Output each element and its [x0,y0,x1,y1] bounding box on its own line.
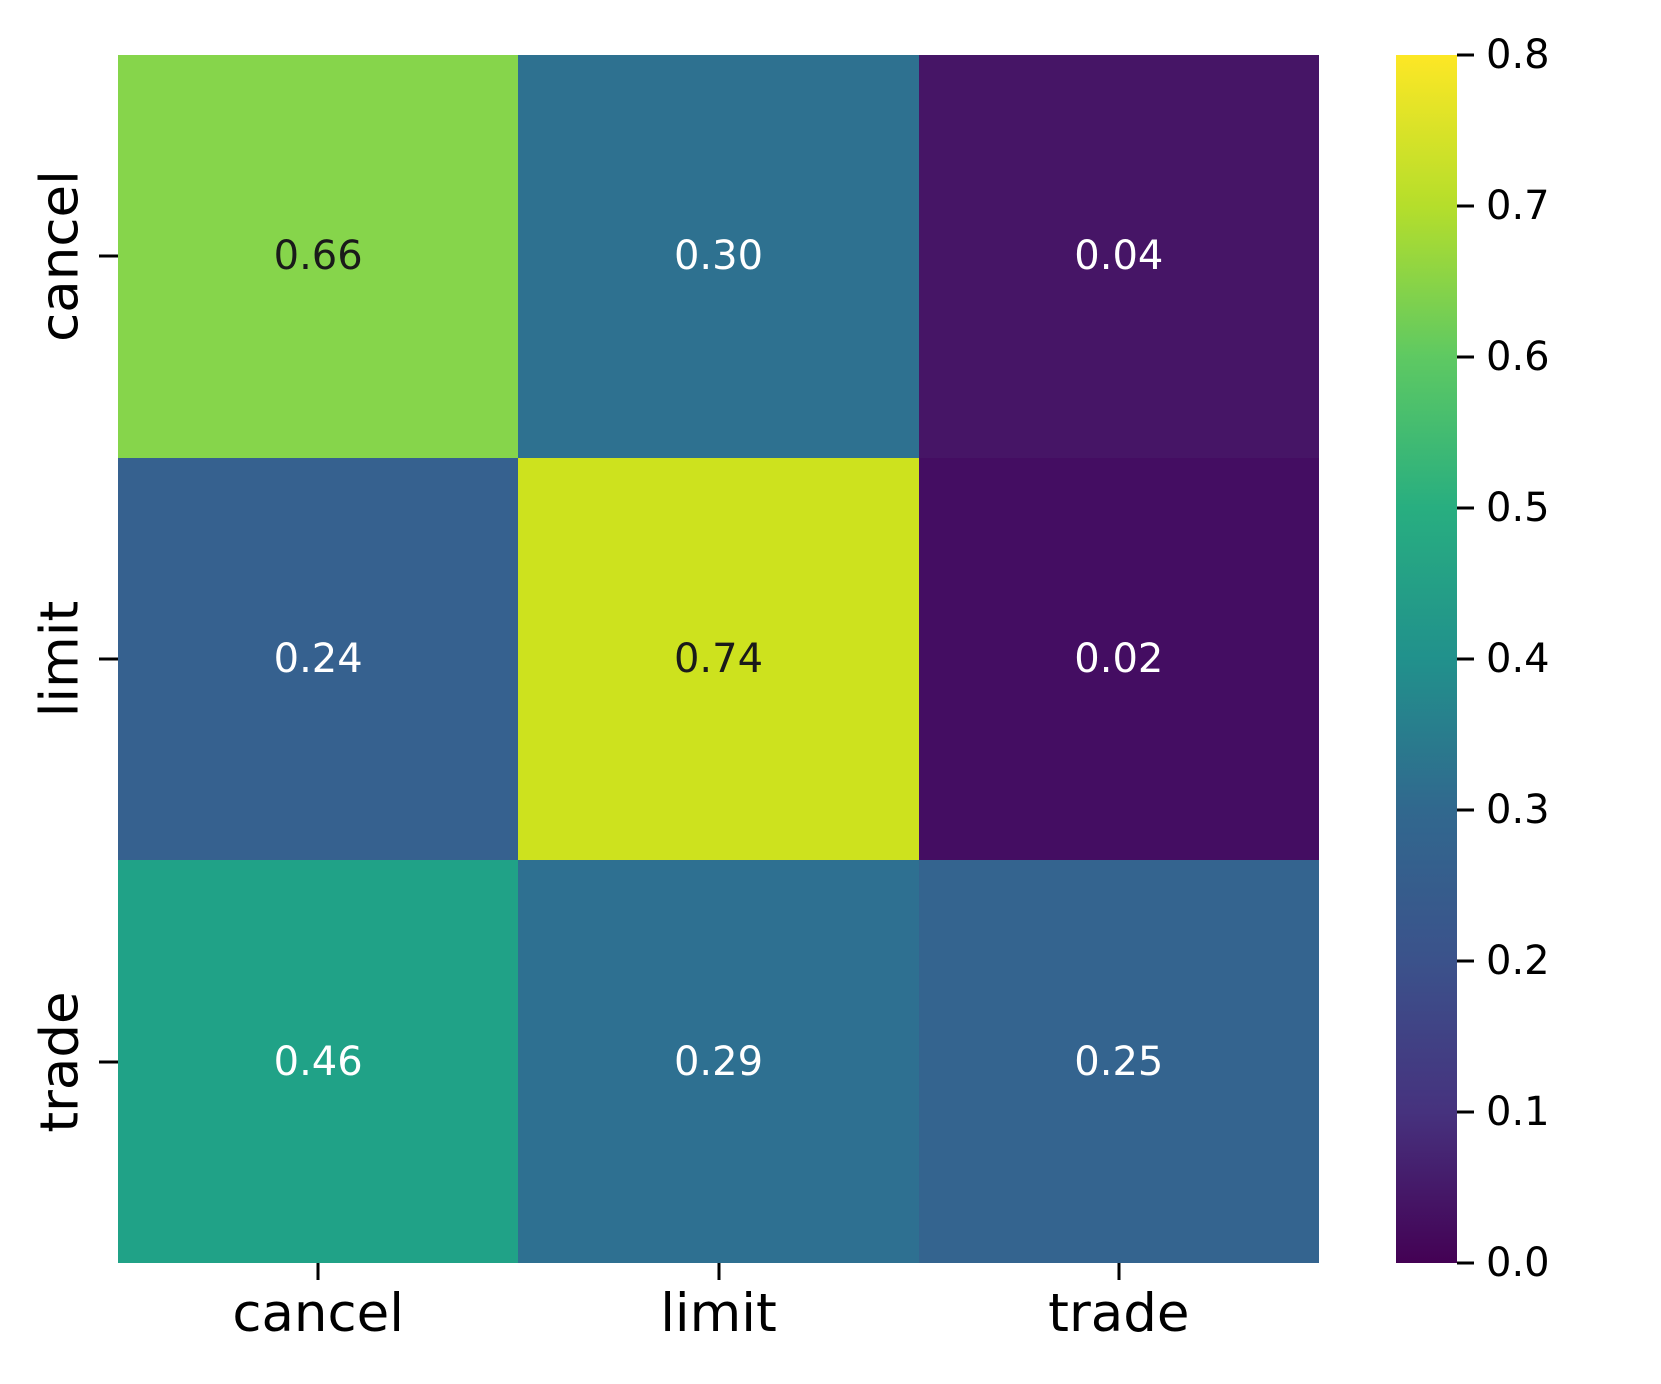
colorbar-tick-label: 0.3 [1486,787,1550,833]
colorbar-tick-mark [1457,355,1474,359]
heatmap-plot: 0.66 0.30 0.04 0.24 0.74 0.02 0.46 0.29 0.25 [118,55,1319,1263]
heatmap-grid: 0.66 0.30 0.04 0.24 0.74 0.02 0.46 0.29 0.25 [118,55,1319,1263]
y-tick-label: trade [29,991,91,1133]
colorbar-tick-label: 0.0 [1486,1240,1550,1286]
colorbar-tick-mark [1457,53,1474,57]
colorbar [1396,55,1457,1263]
heatmap-cell: 0.29 [518,860,919,1263]
colorbar-tick-label: 0.1 [1486,1089,1550,1135]
y-tick-label: limit [29,600,91,718]
y-tick-mark [99,254,118,258]
colorbar-tick-mark [1457,1110,1474,1114]
colorbar-tick-label: 0.4 [1486,636,1550,682]
y-tick-mark [99,1060,118,1064]
y-tick-label: cancel [29,170,91,343]
heatmap-cell: 0.04 [918,55,1319,458]
colorbar-tick-label: 0.6 [1486,334,1550,380]
x-tick-label: trade [1048,1283,1190,1344]
colorbar-tick-mark [1457,959,1474,963]
heatmap-cell: 0.25 [918,860,1319,1263]
x-tick-mark [316,1263,320,1280]
x-tick-label: limit [660,1283,777,1344]
colorbar-tick-label: 0.7 [1486,183,1550,229]
colorbar-tick-mark [1457,657,1474,661]
colorbar-tick-label: 0.5 [1486,485,1550,531]
colorbar-tick-label: 0.8 [1486,32,1550,78]
heatmap-cell: 0.02 [918,457,1319,861]
colorbar-tick-mark [1457,808,1474,812]
y-tick-mark [99,657,118,661]
colorbar-tick-mark [1457,204,1474,208]
heatmap-cell: 0.46 [118,860,519,1263]
heatmap-cell: 0.74 [518,457,919,861]
x-tick-mark [717,1263,720,1280]
heatmap-cell: 0.30 [518,55,919,458]
colorbar-tick-label: 0.2 [1486,938,1550,984]
heatmap-cell: 0.24 [118,457,519,861]
x-tick-label: cancel [232,1283,404,1344]
colorbar-tick-mark [1457,506,1474,510]
colorbar-tick-mark [1457,1261,1474,1265]
heatmap-cell: 0.66 [118,55,519,458]
x-tick-mark [1117,1263,1121,1280]
